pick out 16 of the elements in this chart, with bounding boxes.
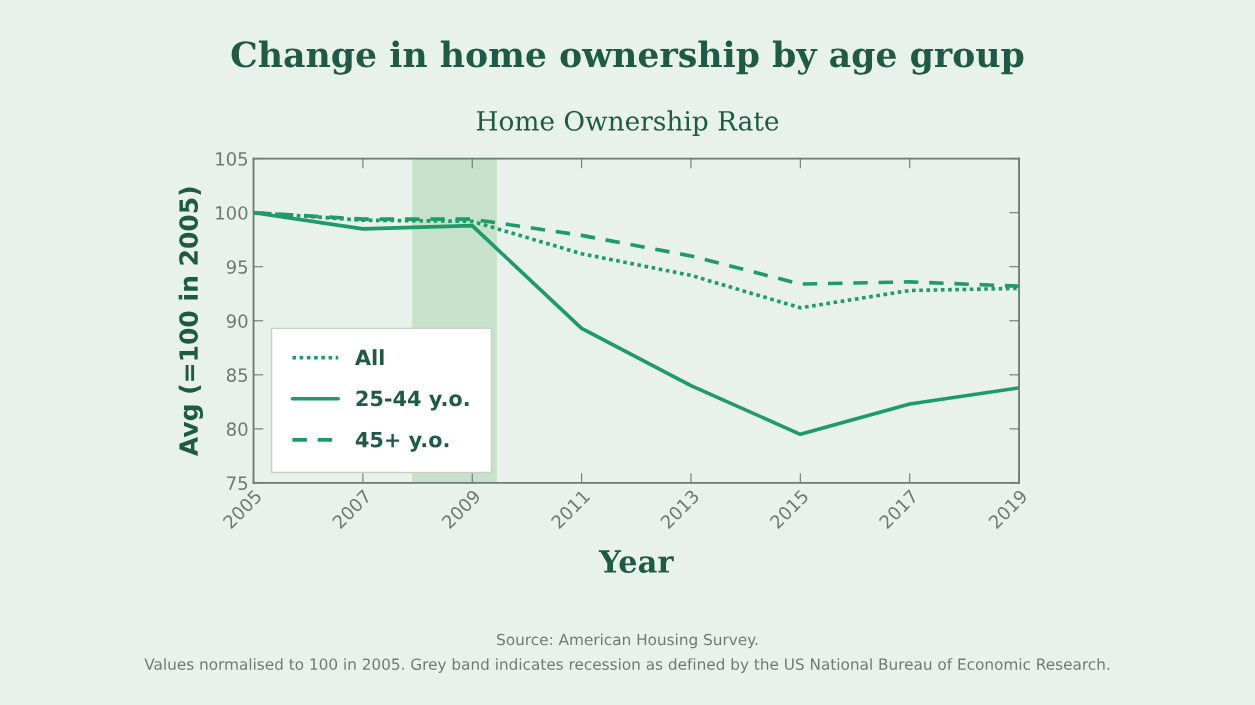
legend-label: 45+ y.o. xyxy=(355,431,449,452)
text: Values normalised to 100 in 2005. Grey band indicates recession as defined by the US National Bureau of Economic Research. xyxy=(144,658,1110,673)
y-tick-label: 85 xyxy=(226,368,248,382)
legend-label: 25-44 y.o. xyxy=(356,390,469,411)
source-note: Source: American Housing Survey. xyxy=(497,633,758,649)
chart-title: Change in home ownership by age group xyxy=(231,40,1024,75)
y-tick-label: 105 xyxy=(216,152,248,166)
y-tick-label: 100 xyxy=(216,206,248,220)
y-tick-label: 80 xyxy=(226,422,248,436)
y-tick-label: 90 xyxy=(226,314,248,328)
y-axis-title: Avg (=100 in 2005) xyxy=(178,187,204,456)
y-tick-label: 95 xyxy=(226,260,248,274)
x-axis-title: Year xyxy=(598,550,674,573)
legend-label: All xyxy=(355,349,384,366)
chart-subtitle: Home Ownership Rate xyxy=(476,110,779,136)
y-tick-label: 75 xyxy=(227,476,248,491)
